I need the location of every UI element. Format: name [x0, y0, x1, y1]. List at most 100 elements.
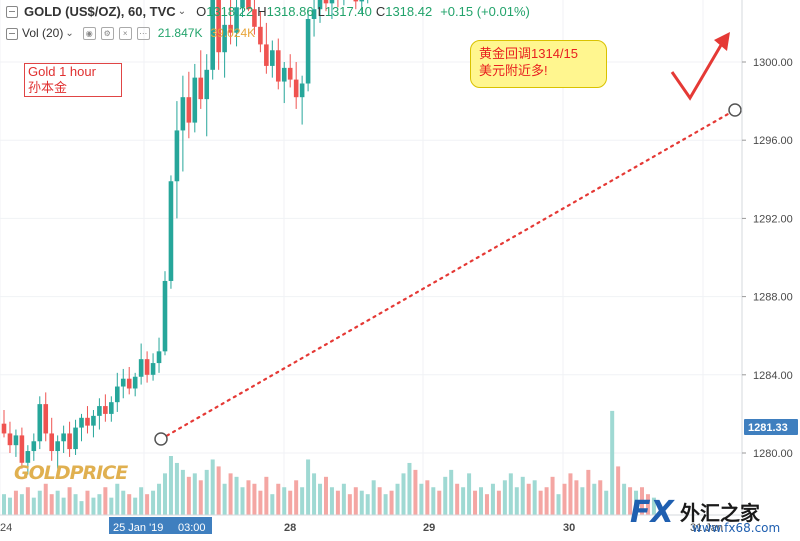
- candle-body: [311, 9, 317, 19]
- volume-bar: [598, 480, 603, 515]
- candle: [299, 75, 305, 125]
- volume-bar: [151, 490, 156, 515]
- callout-box[interactable]: 黄金回调1314/15 美元附近多!: [470, 40, 607, 88]
- candle: [13, 429, 19, 457]
- volume-bar: [347, 494, 352, 515]
- more-icon[interactable]: ⋯: [136, 26, 150, 40]
- candle-body: [109, 402, 114, 414]
- volume-bar: [264, 476, 269, 515]
- candle-body: [79, 417, 84, 428]
- volume-ma-value: 39.024K: [210, 26, 256, 40]
- candle-body: [162, 280, 168, 352]
- volume-bar: [520, 476, 525, 515]
- volume-bar: [592, 483, 597, 515]
- settings-icon[interactable]: ⚙: [100, 26, 114, 40]
- candle-body: [186, 97, 192, 123]
- note-line-2: 孙本金: [28, 80, 68, 95]
- note-box[interactable]: Gold 1 hour 孙本金: [24, 63, 122, 97]
- volume-bar: [37, 490, 42, 515]
- volume-bar: [484, 494, 489, 515]
- candle-body: [359, 0, 365, 2]
- volume-bar: [323, 476, 328, 515]
- candle: [43, 392, 49, 442]
- price-tick-label: 1288.00: [753, 292, 793, 304]
- chevron-down-icon[interactable]: ⌄: [65, 27, 74, 39]
- candle: [103, 394, 108, 422]
- candle-body: [67, 433, 72, 450]
- fx-logo-name: 外汇之家: [680, 501, 760, 525]
- candle: [19, 427, 25, 469]
- fx-logo-url: www.fx68.com: [692, 521, 781, 535]
- candle-body: [85, 417, 90, 426]
- time-axis: 24 25 Jan '19 03:00 28 29 30 31 Jan: [0, 514, 742, 541]
- candle: [132, 372, 138, 397]
- candle: [7, 421, 13, 453]
- candle: [252, 0, 257, 35]
- candle: [79, 413, 84, 442]
- candle: [150, 353, 156, 381]
- volume-bar: [288, 490, 293, 515]
- volume-bar: [467, 473, 472, 515]
- volume-bar: [413, 469, 418, 515]
- candle: [216, 0, 221, 70]
- candle-body: [43, 404, 49, 434]
- volume-label[interactable]: Vol (20): [22, 26, 64, 40]
- volume-bar: [162, 473, 167, 515]
- eye-icon[interactable]: ◉: [82, 26, 96, 40]
- volume-bar: [365, 494, 370, 515]
- open-value: 1318.22: [206, 3, 254, 19]
- candle-body: [287, 67, 293, 80]
- volume-bar: [109, 497, 114, 515]
- volume-bar: [252, 483, 257, 515]
- volume-bars: [2, 410, 656, 515]
- candle: [174, 101, 180, 219]
- candle: [120, 368, 126, 399]
- volume-bar: [574, 480, 579, 515]
- time-tag-bg: [109, 517, 175, 534]
- candle-body: [299, 83, 305, 98]
- volume-bar: [157, 483, 162, 515]
- candle: [305, 9, 311, 92]
- candle: [25, 445, 31, 475]
- volume-bar: [461, 487, 466, 515]
- candle: [337, 0, 339, 8]
- symbol-name[interactable]: GOLD (US$/OZ), 60, TVC: [24, 3, 176, 19]
- volume-bar: [258, 490, 263, 515]
- volume-bar: [216, 466, 221, 515]
- volume-bar: [359, 490, 364, 515]
- candle: [353, 0, 359, 10]
- candle-body: [7, 433, 13, 446]
- candle-body: [31, 441, 37, 452]
- candle-body: [275, 50, 281, 82]
- candle-body: [198, 77, 204, 100]
- candle: [168, 175, 174, 289]
- forecast-arrow-head: [714, 32, 730, 51]
- chevron-down-icon[interactable]: ⌄: [177, 5, 187, 17]
- volume-bar: [645, 494, 650, 515]
- volume-bar: [13, 490, 18, 515]
- candle: [258, 11, 263, 53]
- price-tick-label: 1284.00: [753, 370, 793, 382]
- close-icon[interactable]: ×: [118, 26, 132, 40]
- volume-bar: [168, 456, 173, 515]
- volume-bar: [186, 476, 191, 515]
- collapse-icon[interactable]: [6, 28, 18, 40]
- price-tick-label: 1292.00: [753, 213, 793, 225]
- volume-bar: [395, 483, 400, 515]
- candle-body: [49, 433, 55, 452]
- volume-bar: [508, 473, 513, 515]
- volume-bar: [7, 497, 12, 515]
- volume-bar: [425, 480, 430, 515]
- candle: [85, 406, 90, 434]
- candle-body: [61, 433, 66, 442]
- collapse-icon[interactable]: [6, 6, 18, 18]
- volume-bar: [204, 469, 209, 515]
- volume-bar: [25, 487, 30, 515]
- note-line-1: Gold 1 hour: [28, 64, 96, 79]
- volume-bar: [568, 473, 573, 515]
- candle-body: [210, 0, 215, 70]
- candle: [246, 0, 251, 12]
- candle-body: [192, 77, 198, 123]
- candle: [329, 0, 335, 19]
